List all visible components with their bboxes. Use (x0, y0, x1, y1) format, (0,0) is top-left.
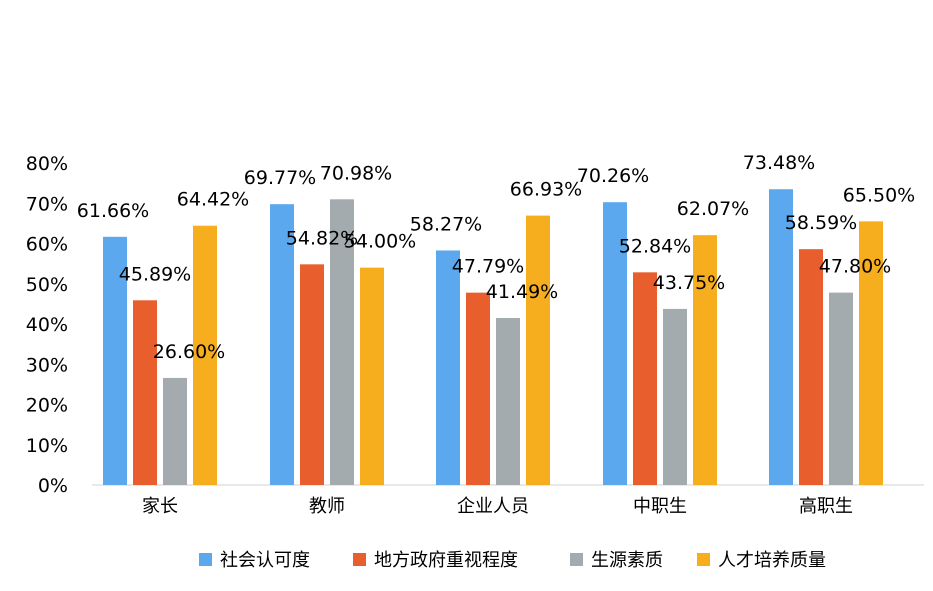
y-tick-label: 30% (26, 354, 68, 376)
legend-item: 地方政府重视程度 (353, 550, 518, 571)
bar (693, 235, 717, 485)
data-label: 73.48% (743, 152, 815, 174)
bar (603, 202, 627, 486)
data-label: 66.93% (510, 179, 582, 201)
category-labels: 家长 教师 企业人员 中职生 高职生 (142, 496, 853, 517)
y-tick-label: 10% (26, 435, 68, 457)
legend-item: 生源素质 (570, 550, 663, 571)
data-label: 45.89% (119, 263, 191, 285)
y-tick-label: 70% (26, 193, 68, 215)
x-tick-label: 企业人员 (457, 496, 529, 517)
y-tick-label: 50% (26, 274, 68, 296)
legend-swatch (570, 553, 583, 566)
bar (496, 318, 520, 485)
bar (193, 225, 217, 485)
bar (663, 308, 687, 485)
x-tick-label: 教师 (309, 496, 345, 517)
x-tick-label: 家长 (142, 496, 178, 517)
legend: 社会认可度 地方政府重视程度 生源素质 人才培养质量 (199, 550, 826, 571)
legend-label: 社会认可度 (220, 550, 310, 571)
data-label: 65.50% (843, 184, 915, 206)
y-axis-ticks: 0% 10% 20% 30% 40% 50% 60% 70% 80% (26, 153, 68, 497)
bars (103, 189, 883, 486)
x-tick-label: 高职生 (799, 496, 853, 517)
data-label: 47.79% (452, 256, 524, 278)
data-labels: 61.66% 69.77% 58.27% 70.26% 73.48% 45.89% 54.8… (77, 152, 915, 363)
bar (436, 250, 460, 485)
y-tick-label: 60% (26, 234, 68, 256)
legend-swatch (199, 553, 212, 566)
data-label: 61.66% (77, 200, 149, 222)
bar (829, 292, 853, 485)
bar (466, 292, 490, 485)
data-label: 26.60% (153, 341, 225, 363)
bar (360, 267, 384, 485)
legend-item: 社会认可度 (199, 550, 310, 571)
data-label: 41.49% (486, 281, 558, 303)
data-label: 58.27% (410, 213, 482, 235)
data-label: 54.00% (344, 231, 416, 253)
bar (799, 249, 823, 485)
x-tick-label: 中职生 (633, 496, 687, 517)
data-label: 58.59% (785, 212, 857, 234)
bar (103, 236, 127, 485)
legend-label: 生源素质 (591, 550, 663, 571)
data-label: 43.75% (653, 272, 725, 294)
data-label: 52.84% (619, 235, 691, 257)
bar (163, 377, 187, 485)
y-tick-label: 40% (26, 314, 68, 336)
legend-label: 人才培养质量 (718, 550, 826, 571)
bar (769, 189, 793, 486)
y-tick-label: 0% (38, 475, 68, 497)
legend-label: 地方政府重视程度 (374, 550, 518, 571)
legend-swatch (697, 553, 710, 566)
y-tick-label: 20% (26, 395, 68, 417)
legend-item: 人才培养质量 (697, 550, 826, 571)
data-label: 70.26% (577, 165, 649, 187)
data-label: 69.77% (244, 167, 316, 189)
bar (526, 215, 550, 485)
data-label: 70.98% (320, 162, 392, 184)
y-tick-label: 80% (26, 153, 68, 175)
data-label: 64.42% (177, 189, 249, 211)
bar (633, 272, 657, 485)
data-label: 54.82% (286, 227, 358, 249)
data-label: 62.07% (677, 198, 749, 220)
bar (270, 204, 294, 485)
bar (300, 264, 324, 485)
bar (330, 199, 354, 486)
bar (859, 221, 883, 486)
bar (133, 300, 157, 485)
data-label: 47.80% (819, 256, 891, 278)
legend-swatch (353, 553, 366, 566)
